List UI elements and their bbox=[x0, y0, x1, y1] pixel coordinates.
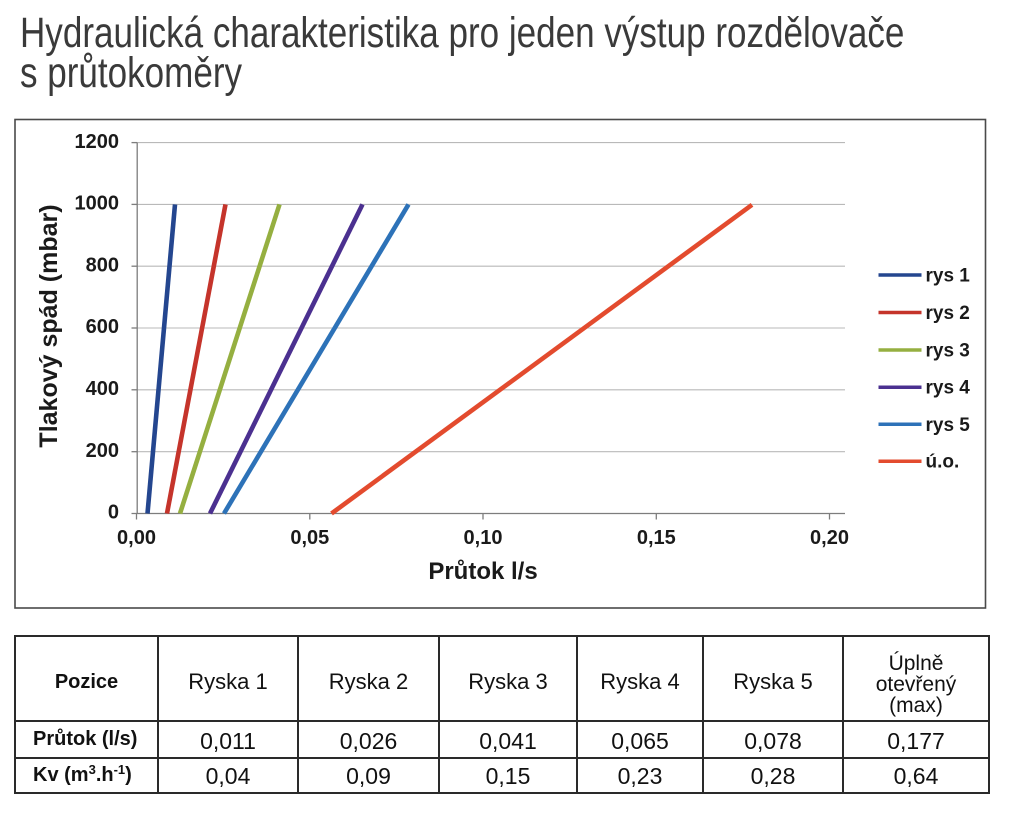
svg-text:200: 200 bbox=[86, 440, 119, 462]
svg-text:rys 4: rys 4 bbox=[926, 378, 971, 399]
svg-text:800: 800 bbox=[86, 254, 119, 276]
svg-text:0: 0 bbox=[108, 502, 119, 524]
svg-text:rys 1: rys 1 bbox=[926, 266, 971, 287]
svg-text:600: 600 bbox=[86, 316, 119, 338]
svg-text:Průtok l/s: Průtok l/s bbox=[428, 558, 537, 585]
svg-text:0,10: 0,10 bbox=[464, 527, 503, 549]
svg-text:0,15: 0,15 bbox=[637, 527, 676, 549]
svg-text:rys 2: rys 2 bbox=[926, 303, 970, 324]
svg-text:ú.o.: ú.o. bbox=[926, 452, 960, 473]
svg-text:0,20: 0,20 bbox=[810, 527, 849, 549]
svg-text:400: 400 bbox=[86, 378, 119, 400]
svg-text:0,00: 0,00 bbox=[117, 527, 156, 549]
svg-text:0,05: 0,05 bbox=[290, 527, 329, 549]
svg-text:1000: 1000 bbox=[75, 193, 120, 215]
svg-text:rys 5: rys 5 bbox=[926, 415, 971, 436]
svg-text:rys 3: rys 3 bbox=[926, 341, 970, 362]
svg-text:Tlakový spád (mbar): Tlakový spád (mbar) bbox=[35, 204, 63, 447]
svg-text:1200: 1200 bbox=[75, 131, 120, 153]
